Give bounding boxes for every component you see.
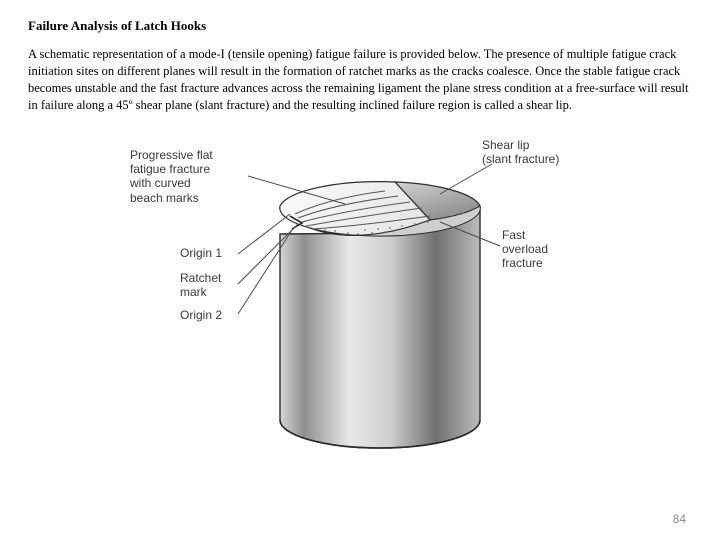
page-number: 84 [673, 512, 686, 526]
label-ratchet: Ratchetmark [180, 271, 240, 300]
label-origin2: Origin 2 [180, 308, 222, 322]
fatigue-schematic-diagram: Progressive flatfatigue fracturewith cur… [130, 136, 590, 456]
label-shearlip: Shear lip(slant fracture) [482, 138, 582, 167]
body-paragraph: A schematic representation of a mode-I (… [28, 46, 692, 114]
label-progressive: Progressive flatfatigue fracturewith cur… [130, 148, 250, 206]
diagram-container: Progressive flatfatigue fracturewith cur… [28, 136, 692, 456]
label-origin1: Origin 1 [180, 246, 222, 260]
label-fast: Fastoverloadfracture [502, 228, 572, 271]
page-title: Failure Analysis of Latch Hooks [28, 18, 692, 34]
